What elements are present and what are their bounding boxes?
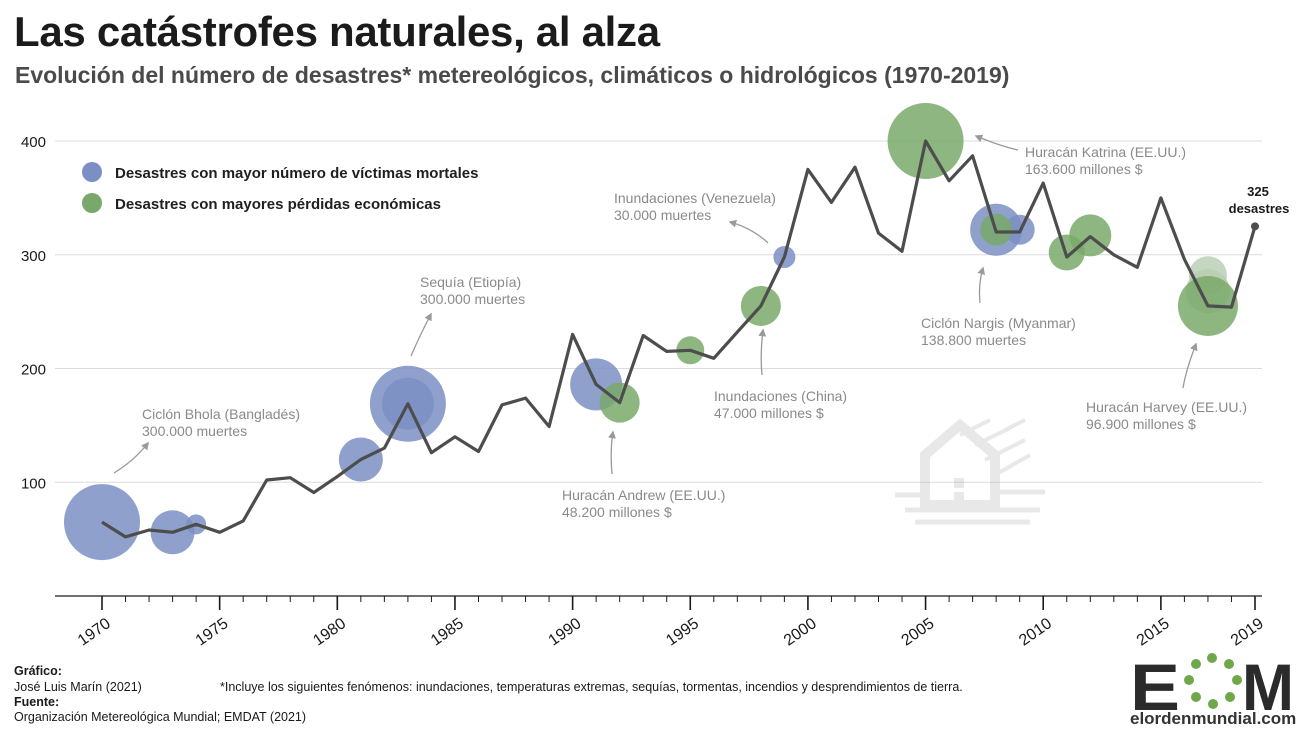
y-tick-label: 400 <box>21 134 46 151</box>
annotation-andrew-name: Huracán Andrew (EE.UU.) <box>562 487 725 503</box>
footer-fuente-value: Organización Metereológica Mundial; EMDA… <box>14 710 307 724</box>
footer-fuente-label: Fuente: <box>14 695 60 709</box>
legend-losses-label: Desastres con mayores pérdidas económica… <box>115 196 441 213</box>
y-tick-label: 200 <box>21 362 46 379</box>
annotation-arrow <box>1182 342 1198 389</box>
x-tick-label: 1990 <box>546 615 585 649</box>
annotation-arrow <box>410 312 432 357</box>
x-tick-label: 1980 <box>310 615 349 649</box>
svg-text:M: M <box>1242 652 1294 724</box>
annotation-arrows <box>113 134 1198 475</box>
annotation-arrow <box>758 328 767 376</box>
annotation-harvey-value: 96.900 millones $ <box>1086 416 1196 432</box>
x-tick-label: 1985 <box>428 615 467 649</box>
legend-deaths-marker <box>82 162 102 182</box>
series-end-point <box>1251 222 1259 231</box>
annotation-arrow <box>728 219 769 244</box>
end-unit-label: desastres <box>1229 201 1290 216</box>
series-line <box>101 139 1259 539</box>
annotation-andrew-value: 48.200 millones $ <box>562 504 672 520</box>
footer-grafico-author: José Luis Marín (2021) <box>14 680 142 694</box>
y-tick-label: 100 <box>21 475 46 492</box>
house-storm-icon <box>895 418 1045 525</box>
grid-lines: 100 200 300 400 <box>21 134 1262 492</box>
x-tick-label: 1995 <box>663 615 702 649</box>
annotation-harvey-name: Huracán Harvey (EE.UU.) <box>1086 399 1247 415</box>
annotation-arrow <box>113 441 149 474</box>
annotation-bhola-value: 300.000 muertes <box>142 423 247 439</box>
legend-losses-marker <box>82 193 102 213</box>
x-tick-label: 2010 <box>1016 615 1055 649</box>
annotation-venezuela-value: 30.000 muertes <box>614 207 711 223</box>
eom-logo: E M <box>1130 652 1294 724</box>
bubble-deaths <box>64 484 140 561</box>
page-title: Las catástrofes naturales, al alza <box>14 8 660 55</box>
x-tick-label: 2000 <box>781 615 820 649</box>
annotation-china-value: 47.000 millones $ <box>714 405 824 421</box>
annotation-arrow <box>608 430 616 475</box>
y-tick-label: 300 <box>21 248 46 265</box>
annotation-etiopia-name: Sequía (Etiopía) <box>420 274 521 290</box>
x-tick-label: 2005 <box>899 615 938 649</box>
annotation-katrina-value: 163.600 millones $ <box>1025 161 1143 177</box>
annotation-bhola-name: Ciclón Bhola (Bangladés) <box>142 406 300 422</box>
annotation-arrow <box>977 266 985 304</box>
annotation-china-name: Inundaciones (China) <box>714 388 847 404</box>
end-value-label: 325 <box>1247 184 1269 199</box>
page-subtitle: Evolución del número de desastres* meter… <box>15 62 1010 88</box>
legend-deaths-label: Desastres con mayor número de víctimas m… <box>115 165 479 182</box>
series-line-path <box>101 139 1257 539</box>
annotation-etiopia-value: 300.000 muertes <box>420 291 525 307</box>
annotation-nargis-name: Ciclón Nargis (Myanmar) <box>921 315 1076 331</box>
x-tick-label: 1970 <box>75 615 114 649</box>
x-tick-label: 2019 <box>1228 615 1267 649</box>
x-tick-label: 2015 <box>1134 615 1173 649</box>
annotation-katrina-name: Huracán Katrina (EE.UU.) <box>1025 144 1186 160</box>
x-tick-label: 1975 <box>193 615 232 649</box>
annotation-nargis-value: 138.800 muertes <box>921 332 1026 348</box>
svg-text:E: E <box>1130 652 1180 724</box>
footer-grafico-label: Gráfico: <box>14 664 62 678</box>
footer-note: *Incluye los siguientes fenómenos: inund… <box>220 680 963 694</box>
annotation-venezuela-name: Inundaciones (Venezuela) <box>614 190 776 206</box>
annotation-arrow <box>974 134 1019 151</box>
site-name: elordenmundial.com <box>1130 709 1297 728</box>
x-axis: 1970 1975 1980 1985 1990 1995 2000 2005 2010 2015… <box>55 595 1267 649</box>
